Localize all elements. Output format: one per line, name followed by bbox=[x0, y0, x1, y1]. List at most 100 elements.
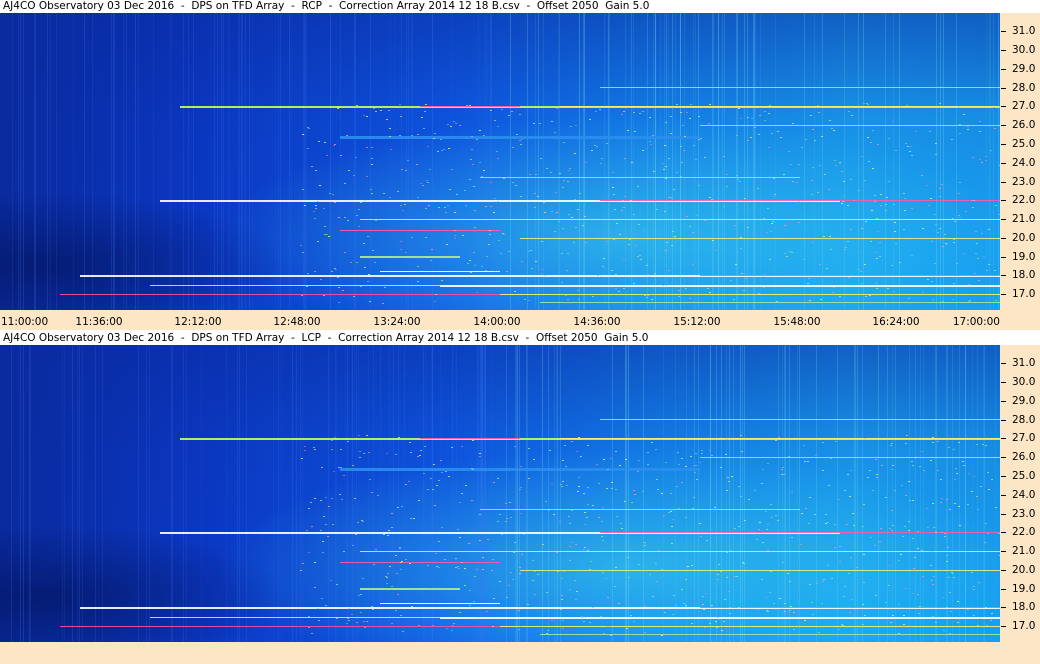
rcp-vertical-streak bbox=[998, 13, 999, 310]
rcp-speckle bbox=[550, 172, 552, 173]
lcp-speckle bbox=[812, 614, 814, 615]
lcp-speckle bbox=[333, 471, 335, 472]
rcp-speckle bbox=[595, 111, 597, 112]
rcp-speckle bbox=[796, 182, 798, 183]
rcp-speckle bbox=[422, 185, 424, 186]
lcp-speckle bbox=[603, 459, 605, 460]
rcp-speckle bbox=[494, 271, 496, 272]
rcp-speckle bbox=[366, 116, 368, 117]
rcp-speckle bbox=[584, 216, 586, 217]
rcp-speckle bbox=[623, 259, 625, 260]
lcp-speckle bbox=[809, 497, 811, 498]
rcp-speckle bbox=[959, 217, 961, 218]
lcp-speckle bbox=[583, 549, 585, 550]
lcp-vertical-streak bbox=[698, 345, 699, 642]
rcp-speckle bbox=[497, 201, 499, 202]
lcp-speckle bbox=[988, 489, 990, 490]
lcp-speckle bbox=[368, 452, 370, 453]
lcp-speckle bbox=[590, 561, 592, 562]
rcp-speckle bbox=[819, 264, 821, 265]
rcp-speckle bbox=[907, 146, 909, 147]
lcp-speckle bbox=[998, 533, 1000, 534]
rcp-speckle bbox=[698, 139, 700, 140]
rcp-speckle bbox=[820, 302, 822, 303]
rcp-speckle bbox=[373, 108, 375, 109]
rcp-speckle bbox=[739, 181, 741, 182]
lcp-speckle bbox=[592, 509, 594, 510]
rcp-speckle bbox=[416, 164, 418, 165]
lcp-speckle bbox=[771, 517, 773, 518]
rcp-freq-tick bbox=[1001, 144, 1006, 145]
rcp-vertical-streak bbox=[239, 13, 240, 310]
rcp-speckle bbox=[976, 243, 978, 244]
lcp-speckle bbox=[581, 617, 583, 618]
lcp-vertical-streak bbox=[557, 345, 558, 642]
lcp-speckle bbox=[605, 578, 607, 579]
rcp-speckle bbox=[621, 210, 623, 211]
lcp-speckle bbox=[366, 621, 368, 622]
lcp-speckle bbox=[618, 603, 620, 604]
rcp-speckle bbox=[670, 197, 672, 198]
lcp-speckle bbox=[391, 527, 393, 528]
lcp-vertical-streak bbox=[837, 345, 838, 642]
rcp-vertical-streak bbox=[411, 13, 412, 310]
lcp-freq-tick bbox=[1001, 495, 1006, 496]
lcp-speckle bbox=[464, 568, 466, 569]
lcp-vertical-streak bbox=[721, 345, 722, 642]
lcp-speckle bbox=[742, 562, 744, 563]
rcp-vertical-streak bbox=[535, 13, 536, 310]
rcp-vertical-streak bbox=[123, 13, 124, 310]
rcp-speckle bbox=[689, 298, 691, 299]
rcp-vertical-streak bbox=[340, 13, 341, 310]
lcp-vertical-streak bbox=[854, 345, 855, 642]
lcp-speckle bbox=[584, 547, 586, 548]
rcp-speckle bbox=[497, 126, 499, 127]
lcp-vertical-streak bbox=[920, 345, 921, 642]
rcp-speckle bbox=[929, 131, 931, 132]
lcp-speckle bbox=[546, 592, 548, 593]
rcp-speckle bbox=[676, 104, 678, 105]
rcp-speckle bbox=[757, 188, 759, 189]
rcp-freq-tick bbox=[1001, 31, 1006, 32]
rcp-speckle bbox=[893, 291, 895, 292]
rcp-speckle bbox=[685, 288, 687, 289]
rcp-speckle bbox=[763, 276, 765, 277]
rcp-vertical-streak bbox=[804, 13, 805, 310]
lcp-speckle bbox=[418, 500, 420, 501]
lcp-speckle bbox=[668, 512, 670, 513]
rcp-speckle bbox=[428, 205, 430, 206]
lcp-speckle bbox=[340, 467, 342, 468]
lcp-speckle bbox=[509, 502, 511, 503]
rcp-vertical-streak bbox=[631, 13, 632, 310]
rcp-speckle bbox=[469, 260, 471, 261]
rcp-vertical-streak bbox=[584, 13, 585, 310]
lcp-speckle bbox=[347, 618, 349, 619]
lcp-speckle bbox=[655, 563, 657, 564]
rcp-speckle bbox=[464, 190, 466, 191]
lcp-speckle bbox=[672, 519, 674, 520]
rcp-speckle bbox=[338, 287, 340, 288]
rcp-speckle bbox=[425, 237, 427, 238]
rcp-speckle bbox=[826, 268, 828, 269]
lcp-speckle bbox=[681, 589, 683, 590]
rcp-speckle bbox=[574, 199, 576, 200]
rcp-speckle bbox=[370, 189, 372, 190]
lcp-speckle bbox=[947, 547, 949, 548]
lcp-speckle bbox=[451, 630, 453, 631]
rcp-speckle bbox=[642, 111, 644, 112]
rcp-speckle bbox=[834, 160, 836, 161]
lcp-vertical-streak bbox=[506, 345, 507, 642]
lcp-speckle bbox=[391, 586, 393, 587]
lcp-freq-label: 23.0 bbox=[1012, 508, 1036, 520]
rcp-speckle bbox=[974, 273, 976, 274]
rcp-speckle bbox=[474, 265, 476, 266]
rcp-speckle bbox=[988, 264, 990, 265]
rcp-speckle bbox=[300, 245, 302, 246]
rcp-speckle bbox=[732, 302, 734, 303]
rcp-vertical-streak bbox=[609, 13, 610, 310]
lcp-speckle bbox=[957, 601, 959, 602]
lcp-speckle bbox=[408, 481, 410, 482]
rcp-freq-label: 28.0 bbox=[1012, 82, 1036, 94]
rcp-signal-band bbox=[700, 275, 1000, 276]
rcp-speckle bbox=[611, 270, 613, 271]
